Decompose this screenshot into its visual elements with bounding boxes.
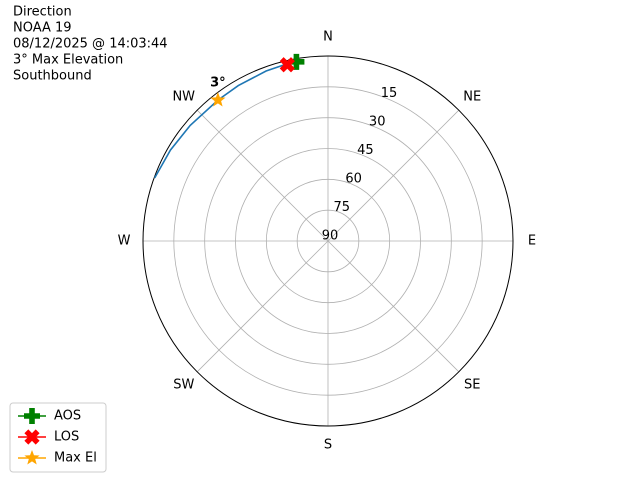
theta-tick-label: NW <box>172 89 195 104</box>
legend: AOS LOS Max El <box>9 402 107 473</box>
marker-x <box>279 57 295 73</box>
r-tick-label: 90 <box>322 229 339 244</box>
r-tick-label: 15 <box>381 86 398 101</box>
r-tick-label: 45 <box>357 143 374 158</box>
grid-spoke <box>327 240 460 373</box>
legend-label: LOS <box>54 430 79 445</box>
title-line: Direction <box>13 5 72 20</box>
theta-tick-label: SE <box>464 378 480 393</box>
r-tick-label: 60 <box>345 172 362 187</box>
annotation: 3° <box>210 76 226 91</box>
marker-plus <box>288 53 305 70</box>
theta-tick-label: W <box>118 234 131 249</box>
marker-star <box>210 92 226 107</box>
grid-spoke <box>196 109 329 242</box>
polar-spine <box>142 55 514 427</box>
r-tick-label: 30 <box>369 115 386 130</box>
legend-marker <box>24 450 40 465</box>
theta-tick-label: E <box>528 234 536 249</box>
legend-marker <box>24 408 40 424</box>
theta-tick-label: NE <box>463 89 481 104</box>
title-line: NOAA 19 <box>13 21 72 36</box>
legend-label: Max El <box>54 451 97 466</box>
grid-spoke <box>327 109 460 242</box>
theta-tick-label: N <box>323 30 333 45</box>
title-line: Southbound <box>13 69 92 84</box>
legend-label: AOS <box>54 409 81 424</box>
legend-marker <box>24 429 40 445</box>
r-tick-label: 75 <box>334 200 351 215</box>
theta-tick-label: S <box>324 438 332 453</box>
grid-spoke <box>196 240 329 373</box>
title-line: 08/12/2025 @ 14:03:44 <box>13 37 168 52</box>
theta-tick-label: SW <box>173 378 194 393</box>
title-line: 3° Max Elevation <box>13 53 123 68</box>
